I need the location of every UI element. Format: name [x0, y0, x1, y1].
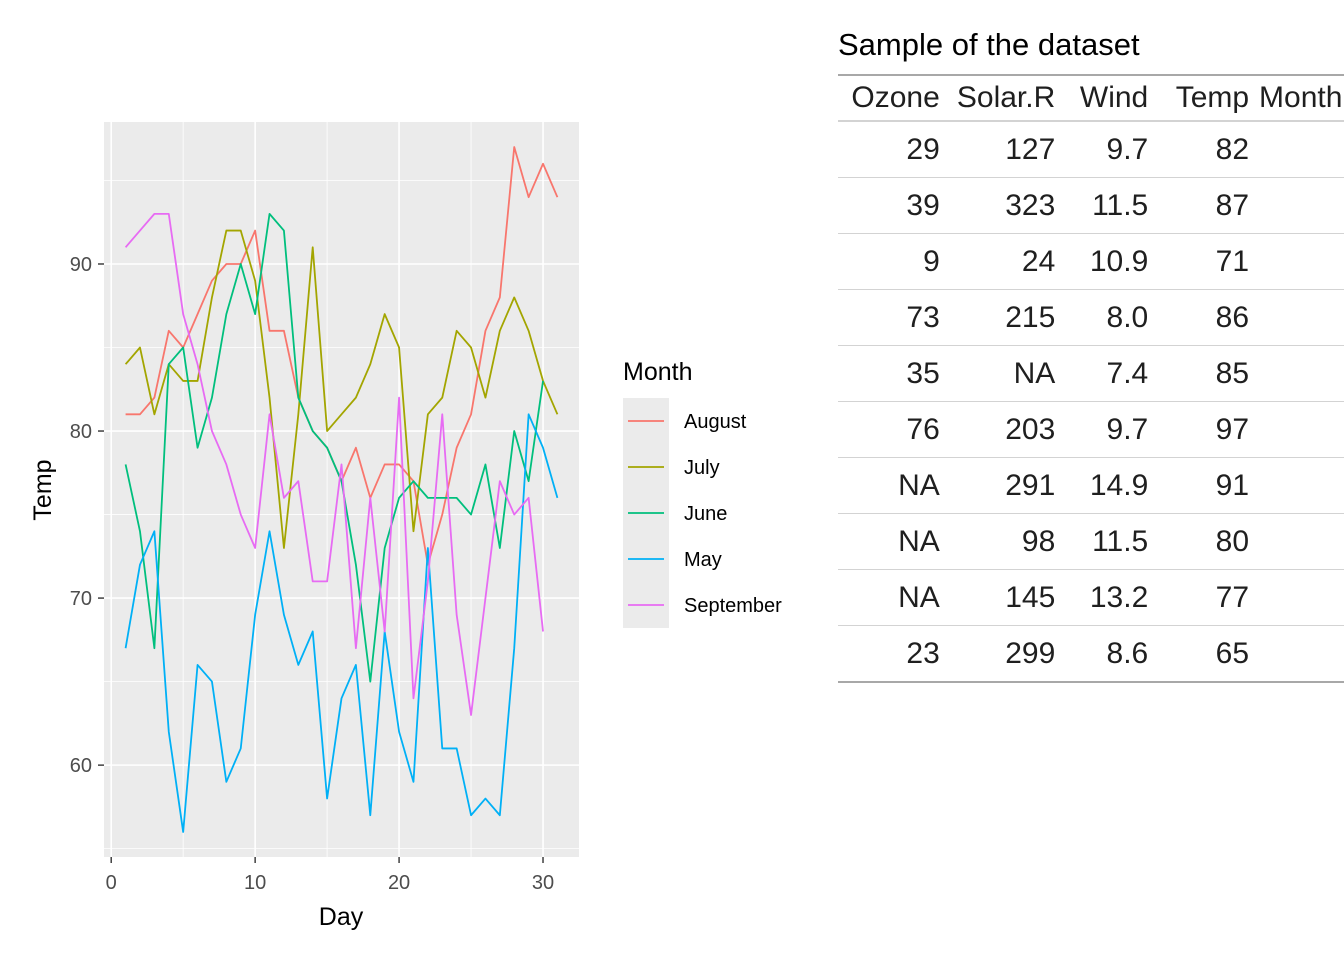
cell-ozone: 73: [838, 289, 940, 346]
cell-temp: 80: [1148, 513, 1250, 570]
table-row: 23 299 8.6 65: [838, 625, 1344, 682]
legend-items: August July June May September: [623, 398, 782, 628]
x-tick-label: 30: [532, 872, 554, 894]
header-wind: Wind: [1055, 75, 1149, 122]
legend-label-june: June: [684, 503, 727, 525]
table-row: NA 98 11.5 80: [838, 513, 1344, 570]
table-title: Sample of the dataset: [838, 27, 1140, 62]
y-axis: 60 70 80 90: [70, 254, 104, 777]
cell-ozone: 9: [838, 233, 940, 290]
cell-solar-r: 98: [939, 513, 1056, 570]
grid-minor: [104, 122, 579, 857]
table-row: 35 NA 7.4 85: [838, 345, 1344, 402]
table-row: NA 291 14.9 91: [838, 457, 1344, 514]
header-month: Month: [1249, 75, 1344, 122]
cell-wind: 8.0: [1055, 289, 1149, 346]
cell-month: [1249, 457, 1344, 514]
cell-wind: 11.5: [1055, 177, 1149, 234]
cell-solar-r: 291: [939, 457, 1056, 514]
cell-solar-r: 215: [939, 289, 1056, 346]
table-body: 29 127 9.7 82 39 323 11.5 87 9 24 10.9 71 73 215 8.0 86…: [838, 121, 1344, 682]
table-row: 73 215 8.0 86: [838, 289, 1344, 346]
y-tick-label: 90: [70, 254, 92, 276]
cell-ozone: 29: [906, 132, 940, 166]
header-ozone: Ozone: [838, 75, 940, 122]
legend-label-july: July: [684, 457, 720, 479]
legend-title: Month: [623, 358, 692, 386]
cell-ozone: 35: [838, 345, 940, 402]
cell-temp: 65: [1148, 625, 1250, 682]
cell-ozone: 76: [838, 401, 940, 458]
cell-month: [1249, 121, 1344, 178]
table-header-row: Ozone Solar.R Wind Temp Month: [838, 75, 1344, 122]
cell-ozone: 39: [838, 177, 940, 234]
series-line-june: [124, 212, 544, 683]
table-row: 9 24 10.9 71: [838, 233, 1344, 290]
legend-label-may: May: [684, 549, 722, 571]
table-row: NA 145 13.2 77: [838, 569, 1344, 626]
temperature-line-chart: 0 10 20 30 60 70 80 90 Day Temp Month August Ju…: [29, 122, 782, 931]
cell-temp: 91: [1148, 457, 1250, 514]
x-axis: 0 10 20 30: [106, 857, 554, 894]
cell-wind: 14.9: [1055, 457, 1149, 514]
cell-month: [1249, 625, 1344, 682]
x-tick-label: 20: [388, 872, 410, 894]
cell-temp: 86: [1148, 289, 1250, 346]
cell-wind: 8.6: [1055, 625, 1149, 682]
cell-ozone: NA: [838, 513, 940, 570]
series-layer: [124, 146, 559, 833]
x-axis-title: Day: [319, 903, 364, 931]
cell-month: [1249, 513, 1344, 570]
x-tick-label: 0: [106, 872, 117, 894]
legend: Month August July June May September: [623, 358, 782, 628]
cell-wind: 13.2: [1055, 569, 1149, 626]
cell-wind: 9.7: [1106, 132, 1149, 166]
cell-solar-r: 299: [939, 625, 1056, 682]
cell-ozone: NA: [838, 569, 940, 626]
series-line-may: [124, 413, 559, 833]
cell-month: [1249, 177, 1344, 234]
cell-solar-r: 145: [939, 569, 1056, 626]
dataset-sample-panel: Sample of the dataset Ozone Solar.R Wind…: [838, 22, 1344, 683]
cell-temp: 77: [1148, 569, 1250, 626]
cell-temp: 97: [1148, 401, 1250, 458]
cell-solar-r: NA: [939, 345, 1056, 402]
y-axis-title: Temp: [29, 459, 57, 520]
y-tick-label: 60: [70, 755, 92, 777]
legend-label-august: August: [684, 411, 747, 433]
dataset-table: Ozone Solar.R Wind Temp Month 29 127 9.7 82…: [838, 74, 1344, 683]
cell-month: [1249, 289, 1344, 346]
cell-month: [1249, 233, 1344, 290]
x-tick-label: 10: [244, 872, 266, 894]
cell-wind: 7.4: [1055, 345, 1149, 402]
table-row: 39 323 11.5 87: [838, 177, 1344, 234]
cell-temp: 71: [1148, 233, 1250, 290]
cell-temp: 87: [1148, 177, 1250, 234]
y-tick-label: 70: [70, 588, 92, 610]
header-temp: Temp: [1148, 75, 1250, 122]
cell-month: [1249, 345, 1344, 402]
header-solar-r: Solar.R: [939, 75, 1056, 122]
cell-wind: 10.9: [1055, 233, 1149, 290]
cell-solar-r: 323: [939, 177, 1056, 234]
cell-temp: 82: [1215, 132, 1250, 166]
cell-solar-r: 24: [939, 233, 1056, 290]
series-line-july: [124, 229, 559, 549]
cell-temp: 85: [1148, 345, 1250, 402]
cell-wind: 11.5: [1055, 513, 1149, 570]
cell-solar-r: 127: [1005, 132, 1056, 166]
y-tick-label: 80: [70, 421, 92, 443]
table-row: 29 127 9.7 82: [838, 121, 1344, 178]
series-line-september: [124, 212, 544, 716]
cell-wind: 9.7: [1055, 401, 1149, 458]
cell-ozone: 23: [838, 625, 940, 682]
cell-ozone: NA: [838, 457, 940, 514]
cell-month: [1249, 569, 1344, 626]
cell-month: [1249, 401, 1344, 458]
table-row: 76 203 9.7 97: [838, 401, 1344, 458]
cell-solar-r: 203: [939, 401, 1056, 458]
legend-label-september: September: [684, 595, 782, 617]
